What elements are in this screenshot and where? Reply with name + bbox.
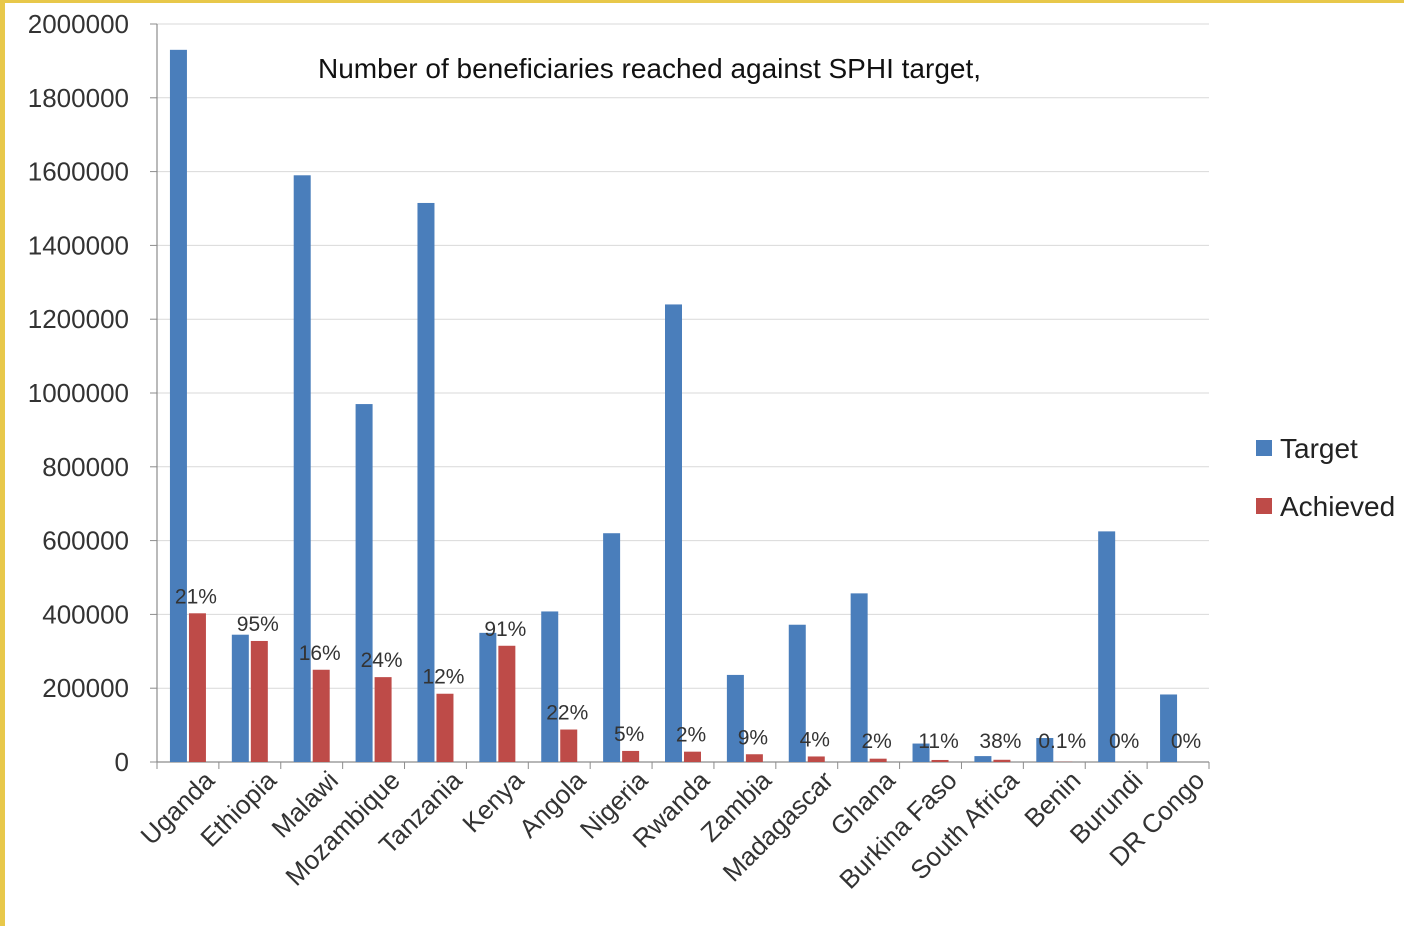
data-label: 11% xyxy=(918,730,958,753)
data-label: 4% xyxy=(800,728,830,751)
bar-target-burkina-faso xyxy=(912,743,930,762)
y-tick-label: 1600000 xyxy=(28,157,129,187)
y-tick-label: 600000 xyxy=(42,526,129,556)
x-category-label: Angola xyxy=(513,765,592,844)
data-label: 16% xyxy=(299,642,341,665)
data-labels: 21% 95% 16% 24% 12% 91% 22% 5% 2% 9% 4% 2% 11% 38% 0.1… xyxy=(175,585,1201,753)
bar-achieved-burkina-faso xyxy=(931,759,949,762)
legend-swatch-target xyxy=(1256,440,1272,456)
data-label: 91% xyxy=(484,618,526,641)
data-label: 2% xyxy=(861,730,891,753)
bar-achieved-mozambique xyxy=(374,677,392,762)
bar-achieved-south-africa xyxy=(993,759,1011,762)
y-tick-label: 800000 xyxy=(42,452,129,482)
data-label: 2% xyxy=(676,724,706,747)
bar-target-tanzania xyxy=(417,202,435,763)
bar-target-rwanda xyxy=(665,304,682,762)
bar-achieved-angola xyxy=(560,729,578,762)
legend-label-achieved: Achieved xyxy=(1280,491,1395,522)
bar-target-kenya xyxy=(479,632,497,762)
gridlines xyxy=(157,23,1209,689)
legend-swatch-achieved xyxy=(1256,498,1272,514)
bar-target-ethiopia xyxy=(231,634,249,762)
bar-target-uganda xyxy=(169,49,187,762)
bar-target-madagascar xyxy=(788,624,806,762)
y-tick-labels: 0 200000 400000 600000 800000 1000000 1200000 1… xyxy=(28,9,129,777)
y-tick-label: 0 xyxy=(115,747,129,777)
bars xyxy=(169,49,1178,763)
data-label: 0% xyxy=(1171,730,1201,753)
bar-target-nigeria xyxy=(603,533,621,762)
bar-achieved-rwanda xyxy=(684,751,701,762)
bar-target-dr-congo xyxy=(1160,694,1178,762)
chart-title: Number of beneficiaries reached against … xyxy=(318,53,981,84)
data-label: 22% xyxy=(546,702,588,725)
bar-achieved-ethiopia xyxy=(250,640,268,762)
data-label: 5% xyxy=(614,723,644,746)
bar-achieved-malawi xyxy=(312,669,330,762)
y-tick-label: 1000000 xyxy=(28,378,129,408)
legend: Target Achieved xyxy=(1256,433,1395,522)
bar-target-angola xyxy=(541,611,559,762)
bar-achieved-tanzania xyxy=(436,693,454,762)
bar-achieved-nigeria xyxy=(622,750,640,762)
bar-target-south-africa xyxy=(974,756,992,762)
y-tick-label: 1200000 xyxy=(28,304,129,334)
data-label: 95% xyxy=(237,613,279,636)
x-category-labels: UgandaEthiopiaMalawiMozambiqueTanzaniaKe… xyxy=(135,765,1211,895)
bar-achieved-kenya xyxy=(498,645,516,762)
legend-label-target: Target xyxy=(1280,433,1358,464)
bar-achieved-ghana xyxy=(869,758,887,762)
y-tick-label: 1400000 xyxy=(28,230,129,260)
axes xyxy=(150,23,1210,769)
data-label: 12% xyxy=(422,666,464,689)
bar-target-ghana xyxy=(850,593,868,762)
bar-target-zambia xyxy=(726,674,744,762)
bar-target-mozambique xyxy=(355,404,373,762)
y-tick-label: 1800000 xyxy=(28,83,129,113)
bar-achieved-madagascar xyxy=(807,756,825,762)
data-label: 24% xyxy=(361,649,403,672)
bar-achieved-uganda xyxy=(188,613,206,762)
data-label: 21% xyxy=(175,585,217,608)
data-label: 38% xyxy=(979,730,1021,753)
data-label: 9% xyxy=(738,726,768,749)
data-label: 0.1% xyxy=(1038,730,1086,753)
bar-target-benin xyxy=(1036,738,1054,762)
y-tick-label: 200000 xyxy=(42,673,129,703)
bar-target-malawi xyxy=(293,175,311,763)
bar-target-burundi xyxy=(1098,531,1116,762)
data-label: 0% xyxy=(1109,730,1139,753)
y-tick-label: 2000000 xyxy=(28,9,129,39)
bar-achieved-zambia xyxy=(745,754,763,762)
y-tick-label: 400000 xyxy=(42,599,129,629)
